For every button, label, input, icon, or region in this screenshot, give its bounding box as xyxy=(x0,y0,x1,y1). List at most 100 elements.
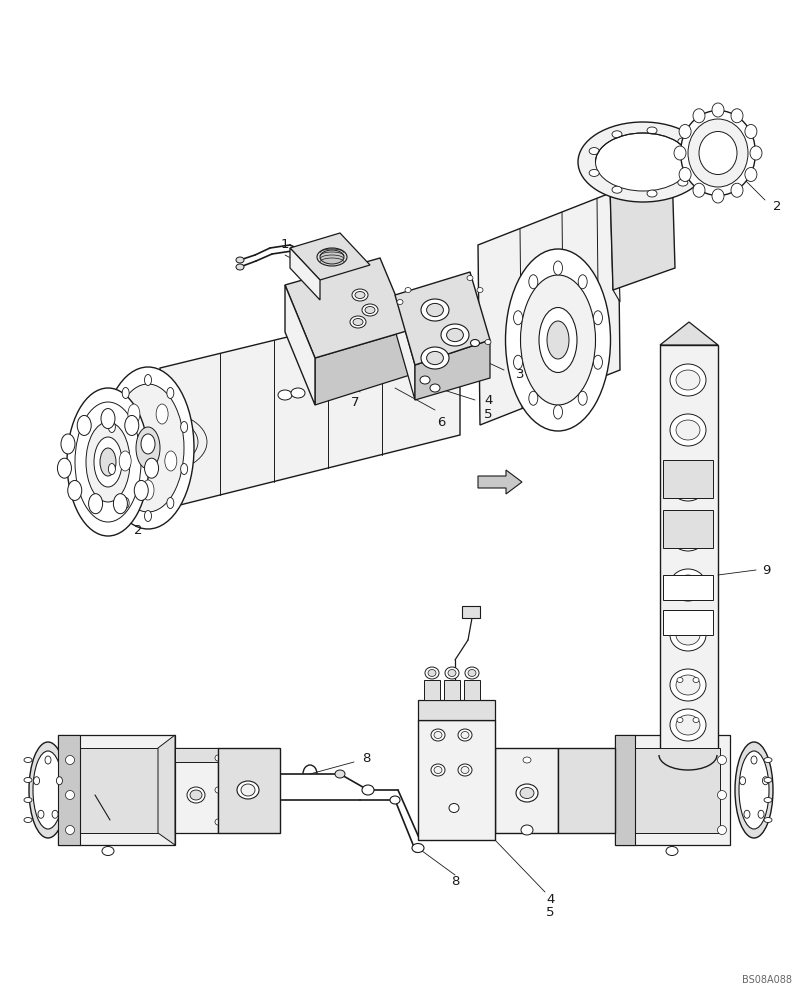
Ellipse shape xyxy=(397,300,402,304)
Ellipse shape xyxy=(448,670,456,676)
Ellipse shape xyxy=(236,264,243,270)
Ellipse shape xyxy=(717,756,726,764)
Ellipse shape xyxy=(144,458,158,478)
Ellipse shape xyxy=(433,766,441,774)
Ellipse shape xyxy=(420,299,448,321)
Ellipse shape xyxy=(589,169,599,176)
Ellipse shape xyxy=(75,402,141,522)
Ellipse shape xyxy=(676,370,699,390)
Ellipse shape xyxy=(763,797,771,802)
Ellipse shape xyxy=(101,409,115,429)
Ellipse shape xyxy=(424,667,439,679)
Ellipse shape xyxy=(166,387,174,398)
Polygon shape xyxy=(175,748,217,762)
Ellipse shape xyxy=(669,414,705,446)
Polygon shape xyxy=(80,748,158,833)
Ellipse shape xyxy=(67,388,148,536)
Bar xyxy=(663,610,712,635)
Text: 9: 9 xyxy=(761,564,770,576)
Text: 6: 6 xyxy=(436,416,444,428)
Text: 4: 4 xyxy=(545,894,554,906)
Ellipse shape xyxy=(577,275,586,289)
Ellipse shape xyxy=(350,316,366,328)
Ellipse shape xyxy=(505,249,610,431)
Polygon shape xyxy=(495,748,557,833)
Ellipse shape xyxy=(61,434,75,454)
Ellipse shape xyxy=(677,179,687,186)
Ellipse shape xyxy=(689,159,699,166)
Bar xyxy=(663,460,712,498)
Ellipse shape xyxy=(426,303,443,317)
Ellipse shape xyxy=(739,777,744,785)
Ellipse shape xyxy=(108,421,115,432)
Ellipse shape xyxy=(411,843,423,852)
Ellipse shape xyxy=(692,678,698,682)
Ellipse shape xyxy=(757,810,763,818)
Ellipse shape xyxy=(135,427,160,469)
Ellipse shape xyxy=(88,494,102,514)
Ellipse shape xyxy=(676,717,682,722)
Ellipse shape xyxy=(354,292,365,298)
Ellipse shape xyxy=(528,275,537,289)
Ellipse shape xyxy=(470,340,479,347)
Ellipse shape xyxy=(744,124,756,139)
Ellipse shape xyxy=(142,480,154,500)
Ellipse shape xyxy=(665,846,677,855)
Ellipse shape xyxy=(676,625,699,645)
Ellipse shape xyxy=(677,138,687,145)
Ellipse shape xyxy=(763,778,771,782)
Ellipse shape xyxy=(353,318,363,326)
Ellipse shape xyxy=(277,390,292,400)
Ellipse shape xyxy=(190,790,202,800)
Ellipse shape xyxy=(750,756,756,764)
Ellipse shape xyxy=(66,825,75,834)
Ellipse shape xyxy=(528,391,537,405)
Ellipse shape xyxy=(521,825,532,835)
Ellipse shape xyxy=(335,770,345,778)
Ellipse shape xyxy=(522,757,530,763)
Ellipse shape xyxy=(669,519,705,551)
Ellipse shape xyxy=(215,787,221,793)
Ellipse shape xyxy=(749,146,761,160)
Ellipse shape xyxy=(128,404,139,424)
Ellipse shape xyxy=(180,464,187,475)
Text: 5: 5 xyxy=(483,408,492,420)
Ellipse shape xyxy=(144,510,152,522)
Ellipse shape xyxy=(476,288,483,292)
Text: 1: 1 xyxy=(281,238,289,251)
Polygon shape xyxy=(285,258,410,358)
Ellipse shape xyxy=(351,289,367,301)
Ellipse shape xyxy=(99,410,207,474)
Ellipse shape xyxy=(431,729,444,741)
Ellipse shape xyxy=(738,751,768,829)
Ellipse shape xyxy=(669,619,705,651)
Ellipse shape xyxy=(680,111,754,196)
Polygon shape xyxy=(557,748,614,833)
Ellipse shape xyxy=(102,846,114,855)
Ellipse shape xyxy=(730,183,742,197)
Ellipse shape xyxy=(669,569,705,601)
Ellipse shape xyxy=(513,311,522,325)
Ellipse shape xyxy=(763,817,771,822)
Ellipse shape xyxy=(465,667,478,679)
Ellipse shape xyxy=(461,766,469,774)
Ellipse shape xyxy=(676,525,699,545)
Ellipse shape xyxy=(66,790,75,799)
Polygon shape xyxy=(217,748,280,833)
Ellipse shape xyxy=(29,742,67,838)
Text: 2: 2 xyxy=(134,524,142,536)
Ellipse shape xyxy=(678,124,690,139)
Ellipse shape xyxy=(711,103,723,117)
Ellipse shape xyxy=(320,250,344,264)
Ellipse shape xyxy=(427,670,436,676)
Ellipse shape xyxy=(56,777,62,785)
Ellipse shape xyxy=(33,777,40,785)
Ellipse shape xyxy=(166,498,174,509)
Text: 7: 7 xyxy=(350,395,358,408)
Ellipse shape xyxy=(457,764,471,776)
Polygon shape xyxy=(394,272,489,365)
Text: 3: 3 xyxy=(515,368,524,381)
Ellipse shape xyxy=(24,778,32,782)
Ellipse shape xyxy=(187,787,204,803)
Ellipse shape xyxy=(100,448,116,476)
